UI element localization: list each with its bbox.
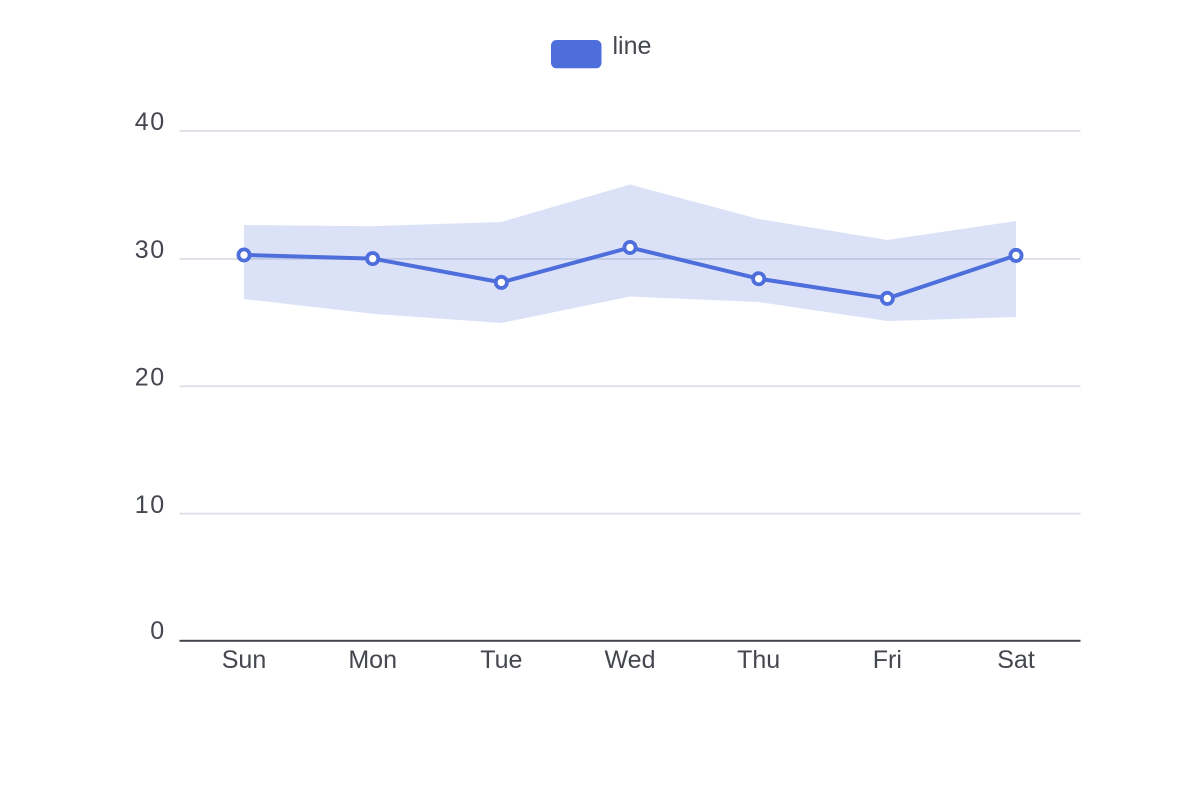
svg-text:Tue: Tue: [480, 646, 522, 674]
svg-text:40: 40: [135, 108, 166, 136]
svg-text:10: 10: [135, 491, 166, 519]
svg-text:30: 30: [135, 236, 166, 264]
svg-text:Thu: Thu: [737, 646, 780, 674]
svg-text:0: 0: [150, 617, 166, 645]
svg-text:Mon: Mon: [348, 646, 397, 674]
svg-text:Wed: Wed: [605, 646, 656, 674]
svg-text:line: line: [613, 32, 652, 60]
svg-text:20: 20: [135, 363, 166, 391]
svg-text:Fri: Fri: [873, 646, 902, 674]
svg-text:Sat: Sat: [997, 646, 1035, 674]
svg-text:Sun: Sun: [222, 646, 266, 674]
